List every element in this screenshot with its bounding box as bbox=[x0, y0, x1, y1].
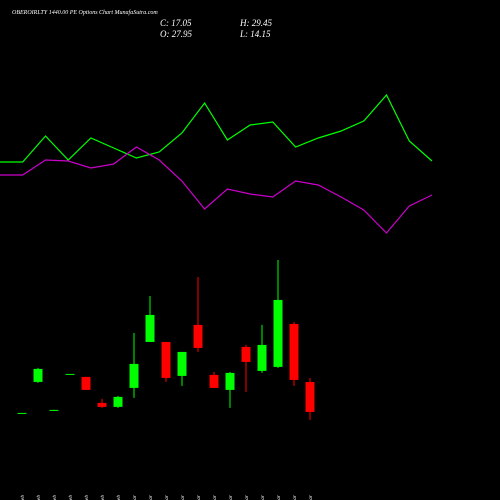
x-tick-label: 27 Feb bbox=[116, 495, 122, 500]
x-tick-label: 10 Mar bbox=[212, 494, 218, 500]
x-tick-label: 18 Mar bbox=[308, 494, 314, 500]
x-tick-label: 16 Mar bbox=[276, 494, 282, 500]
candle-body bbox=[273, 299, 283, 367]
indicator-line bbox=[0, 93, 433, 163]
x-tick-label: 11 Feb bbox=[20, 495, 26, 500]
x-tick-label: 03 Mar bbox=[132, 494, 138, 500]
candle-body bbox=[81, 376, 91, 390]
x-tick-label: 12 Feb bbox=[36, 495, 42, 500]
candle-body bbox=[241, 346, 251, 362]
x-tick-label: 06 Mar bbox=[180, 494, 186, 500]
x-tick-label: 13 Mar bbox=[260, 494, 266, 500]
candle-body bbox=[257, 344, 267, 371]
ohlc-label: C: 17.05 bbox=[160, 18, 192, 28]
candle-body bbox=[289, 323, 299, 380]
candle-body bbox=[113, 396, 123, 407]
x-tick-label: 26 Feb bbox=[100, 495, 106, 500]
x-tick-label: 25 Feb bbox=[84, 495, 90, 500]
x-tick-label: 17 Mar bbox=[292, 494, 298, 500]
x-tick-label: 09 Mar bbox=[196, 494, 202, 500]
candle-body bbox=[65, 373, 75, 375]
x-tick-label: 04 Mar bbox=[147, 494, 154, 500]
x-tick-label: 12 Mar bbox=[244, 494, 250, 500]
x-tick-label: 05 Mar bbox=[164, 494, 170, 500]
indicator-line bbox=[0, 146, 433, 234]
candle-body bbox=[17, 412, 27, 414]
chart-title: OBEROIRLTY 1440.00 PE Options Chart Muna… bbox=[12, 9, 158, 16]
candle-body bbox=[145, 314, 155, 342]
candle-body bbox=[33, 368, 43, 382]
candle-body bbox=[97, 402, 107, 407]
ohlc-label: L: 14.15 bbox=[239, 29, 271, 39]
x-tick-label: 24 Feb bbox=[67, 495, 74, 500]
candle-body bbox=[209, 374, 219, 388]
candle-body bbox=[193, 324, 203, 348]
candle-body bbox=[49, 409, 59, 411]
x-tick-label: 17 Feb bbox=[52, 495, 58, 500]
candle-body bbox=[129, 363, 139, 388]
ohlc-label: O: 27.95 bbox=[160, 29, 192, 39]
candle-body bbox=[161, 341, 171, 378]
candle-body bbox=[305, 382, 315, 412]
ohlc-label: H: 29.45 bbox=[239, 18, 272, 28]
candle-body bbox=[177, 351, 187, 376]
candle-body bbox=[225, 372, 235, 390]
x-tick-label: 11 Mar bbox=[228, 494, 234, 500]
